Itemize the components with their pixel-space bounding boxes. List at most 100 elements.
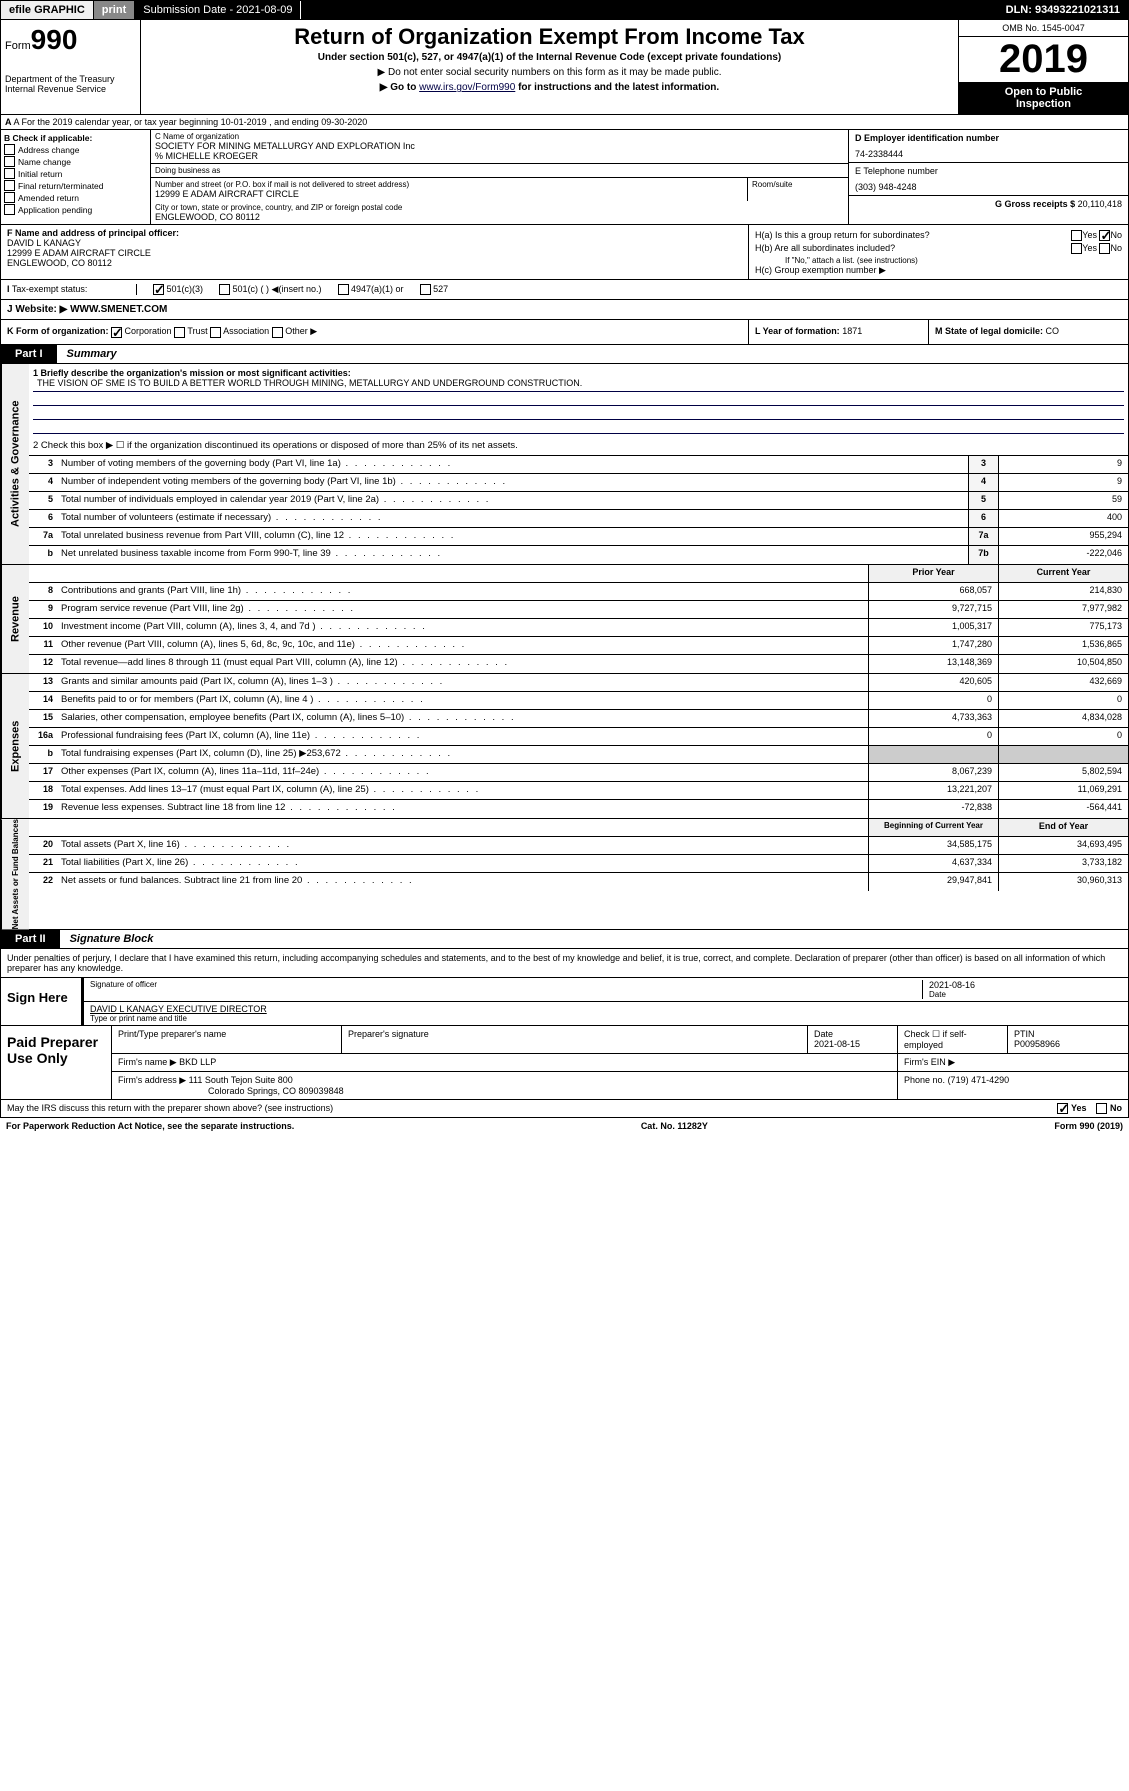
side-net: Net Assets or Fund Balances [1,819,29,929]
firm-addr-lbl: Firm's address ▶ [118,1075,186,1085]
website-value[interactable]: WWW.SMENET.COM [70,304,167,315]
chk-4947[interactable]: 4947(a)(1) or [338,284,404,295]
discuss-yes[interactable] [1057,1103,1068,1114]
org-name-label: C Name of organization [155,132,844,141]
chk-address-change[interactable]: Address change [4,144,147,155]
form-subtitle: Under section 501(c), 527, or 4947(a)(1)… [145,52,954,63]
table-row: 21Total liabilities (Part X, line 26)4,6… [29,855,1128,873]
ptin: P00958966 [1014,1039,1122,1049]
firm-phone-lbl: Phone no. [904,1075,945,1085]
chk-501c3[interactable]: 501(c)(3) [153,284,203,295]
table-row: 18Total expenses. Add lines 13–17 (must … [29,782,1128,800]
org-city: ENGLEWOOD, CO 80112 [155,212,844,222]
chk-initial-return[interactable]: Initial return [4,168,147,179]
open-public: Open to Public Inspection [959,82,1128,114]
table-row: bNet unrelated business taxable income f… [29,546,1128,564]
officer-name: DAVID L KANAGY [7,238,81,248]
prep-date: 2021-08-15 [814,1039,891,1049]
table-row: 8Contributions and grants (Part VIII, li… [29,583,1128,601]
table-row: bTotal fundraising expenses (Part IX, co… [29,746,1128,764]
part2-title: Signature Block [60,930,164,948]
discuss-row: May the IRS discuss this return with the… [0,1100,1129,1118]
officer-typed-name: DAVID L KANAGY EXECUTIVE DIRECTOR [90,1004,1122,1014]
h-note: If "No," attach a list. (see instruction… [785,256,1122,265]
dba-label: Doing business as [155,166,844,175]
footer: For Paperwork Reduction Act Notice, see … [0,1118,1129,1134]
side-rev: Revenue [1,565,29,673]
table-row: 6Total number of volunteers (estimate if… [29,510,1128,528]
form-header: Form990 Department of the Treasury Inter… [0,20,1129,115]
part2-header: Part II Signature Block [0,930,1129,949]
chk-trust[interactable] [174,327,185,338]
part1-title: Summary [57,345,127,363]
ein-label: D Employer identification number [855,133,999,143]
website-label: J Website: ▶ [7,304,67,315]
officer-addr1: 12999 E ADAM AIRCRAFT CIRCLE [7,248,151,258]
line-2: 2 Check this box ▶ ☐ if the organization… [29,438,1128,456]
chk-final-return[interactable]: Final return/terminated [4,180,147,191]
instr-link[interactable]: www.irs.gov/Form990 [419,82,515,93]
sign-here: Sign Here Signature of officer 2021-08-1… [0,978,1129,1026]
chk-assoc[interactable] [210,327,221,338]
table-row: 22Net assets or fund balances. Subtract … [29,873,1128,891]
sig-officer-lbl: Signature of officer [90,980,922,989]
firm-city: Colorado Springs, CO 809039848 [208,1086,344,1096]
officer-addr2: ENGLEWOOD, CO 80112 [7,258,112,268]
rev-header: Prior Year Current Year [29,565,1128,583]
firm-phone: (719) 471-4290 [948,1075,1010,1085]
firm-name-lbl: Firm's name ▶ [118,1057,177,1067]
h-a: H(a) Is this a group return for subordin… [755,230,1122,241]
chk-amended[interactable]: Amended return [4,192,147,203]
h-b: H(b) Are all subordinates included? Yes … [755,243,1122,254]
ein-value: 74-2338444 [855,149,1122,159]
top-toolbar: efile GRAPHIC print Submission Date - 20… [0,0,1129,20]
col-b-checkboxes: B Check if applicable: Address change Na… [1,130,151,224]
table-row: 9Program service revenue (Part VIII, lin… [29,601,1128,619]
col-c-org: C Name of organization SOCIETY FOR MININ… [151,130,848,224]
phone-label: E Telephone number [855,166,1122,176]
self-emp[interactable]: Check ☐ if self-employed [898,1026,1008,1053]
chk-name-change[interactable]: Name change [4,156,147,167]
dept: Department of the Treasury Internal Reve… [5,74,136,94]
table-row: 14Benefits paid to or for members (Part … [29,692,1128,710]
firm-name: BKD LLP [179,1057,216,1067]
chk-527[interactable]: 527 [420,284,449,295]
table-row: 4Number of independent voting members of… [29,474,1128,492]
chk-application-pending[interactable]: Application pending [4,204,147,215]
table-row: 15Salaries, other compensation, employee… [29,710,1128,728]
gross-value: 20,110,418 [1078,199,1122,209]
instr-2: ▶ Go to www.irs.gov/Form990 for instruct… [145,82,954,93]
row-a-tax-year: A A For the 2019 calendar year, or tax y… [0,115,1129,130]
section-netassets: Net Assets or Fund Balances Beginning of… [0,819,1129,930]
chk-501c[interactable]: 501(c) ( ) ◀(insert no.) [219,284,321,295]
paid-preparer: Paid Preparer Use Only Print/Type prepar… [0,1026,1129,1100]
block-bcd: B Check if applicable: Address change Na… [0,130,1129,225]
h-c: H(c) Group exemption number ▶ [755,265,1122,276]
table-row: 13Grants and similar amounts paid (Part … [29,674,1128,692]
sign-here-label: Sign Here [1,978,81,1025]
table-row: 10Investment income (Part VIII, column (… [29,619,1128,637]
row-tax-status: I Tax-exempt status: 501(c)(3) 501(c) ( … [0,280,1129,300]
submission-date: Submission Date - 2021-08-09 [135,1,301,19]
net-header: Beginning of Current Year End of Year [29,819,1128,837]
paid-label: Paid Preparer Use Only [1,1026,111,1099]
officer-label: F Name and address of principal officer: [7,228,179,238]
omb: OMB No. 1545-0047 [959,20,1128,37]
row-l: L Year of formation: 1871 [748,320,928,343]
addr-label: Number and street (or P.O. box if mail i… [155,180,743,189]
firm-addr: 111 South Tejon Suite 800 [189,1075,293,1085]
perjury-statement: Under penalties of perjury, I declare th… [0,949,1129,978]
ptin-lbl: PTIN [1014,1029,1122,1039]
chk-corp[interactable] [111,327,122,338]
table-row: 12Total revenue—add lines 8 through 11 (… [29,655,1128,673]
row-m: M State of legal domicile: CO [928,320,1128,343]
print-btn[interactable]: print [94,1,135,19]
section-revenue: Revenue Prior Year Current Year 8Contrib… [0,565,1129,674]
chk-other[interactable] [272,327,283,338]
care-of: % MICHELLE KROEGER [155,151,844,161]
table-row: 17Other expenses (Part IX, column (A), l… [29,764,1128,782]
efile-btn[interactable]: efile GRAPHIC [1,1,94,19]
discuss-no[interactable] [1096,1103,1107,1114]
instr-1: ▶ Do not enter social security numbers o… [145,67,954,78]
sig-date-lbl: Date [929,990,1122,999]
